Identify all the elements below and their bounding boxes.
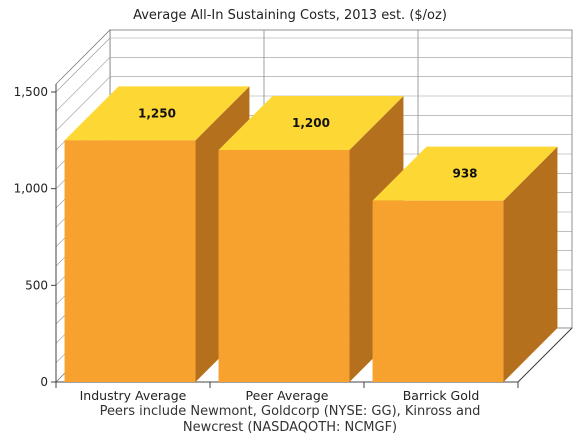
x-tick-label: Barrick Gold bbox=[403, 388, 480, 403]
bar-top bbox=[218, 96, 404, 150]
side-gridline bbox=[55, 76, 111, 131]
bar-side bbox=[503, 146, 558, 382]
bar bbox=[64, 140, 196, 382]
bars bbox=[64, 86, 558, 382]
y-tick-label: 0 bbox=[40, 375, 48, 389]
labels: 1,250 Industry Average 1,200 Peer Average 93… bbox=[80, 106, 480, 403]
footnote-line-1: Peers include Newmont, Goldcorp (NYSE: G… bbox=[99, 404, 481, 419]
x-tick-label: Peer Average bbox=[246, 388, 329, 403]
floor-edge bbox=[517, 327, 573, 383]
bar-top bbox=[64, 86, 250, 141]
y-tick-label: 500 bbox=[25, 278, 48, 292]
bar-top bbox=[372, 146, 558, 201]
side-gridline bbox=[55, 37, 111, 93]
y-tick-label: 1,000 bbox=[14, 182, 48, 196]
x-tick-label: Industry Average bbox=[80, 388, 187, 403]
data-label: 938 bbox=[452, 167, 477, 181]
bar bbox=[372, 200, 504, 382]
y-tick-label: 1,500 bbox=[14, 85, 48, 99]
chart-footnote: Peers include Newmont, Goldcorp (NYSE: G… bbox=[0, 404, 580, 436]
chart-title: Average All-In Sustaining Costs, 2013 es… bbox=[133, 8, 447, 23]
data-label: 1,200 bbox=[292, 116, 330, 130]
footnote-line-2: Newcrest (NASDAQOTH: NCMGF) bbox=[182, 420, 398, 435]
data-label: 1,250 bbox=[138, 106, 176, 120]
side-gridline bbox=[55, 57, 111, 112]
bar bbox=[218, 150, 350, 382]
